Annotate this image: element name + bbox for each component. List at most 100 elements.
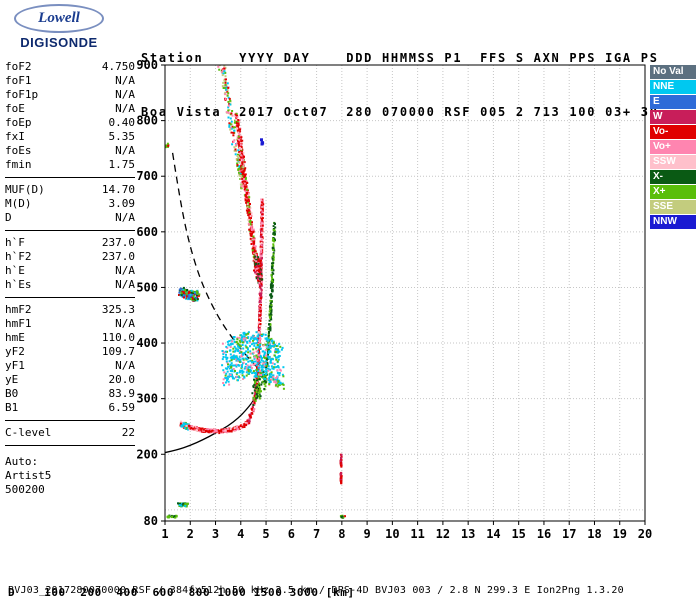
param-row-fxi: fxI 5.35 — [5, 130, 135, 144]
legend-item-vo+: Vo+ — [650, 140, 696, 154]
plot-frame — [164, 64, 646, 522]
param-label: foF1 — [5, 74, 32, 87]
param-label: yF2 — [5, 345, 25, 358]
trace-blue-echo — [260, 138, 265, 146]
station-header: Station YYYY DAY DDD HHMMSS P1 FFS S AXN… — [141, 13, 659, 157]
param-value: N/A — [115, 359, 135, 372]
param-value: 325.3 — [101, 303, 135, 316]
parameter-panel: foF2 4.750 foF1 N/A foF1p N/A foE N/A foEp 0.40 fx… — [5, 60, 135, 497]
param-label: h`F2 — [5, 250, 32, 263]
x-tick-label-1: 1 — [161, 527, 168, 541]
y-tick-label-800: 800 — [136, 114, 158, 128]
lowell-digisonde-logo: Lowell DIGISONDE — [8, 4, 110, 50]
param-row-ye: yE 20.0 — [5, 373, 135, 387]
param-value: 0.40 — [108, 116, 136, 129]
param-row-hf2: h`F2 237.0 — [5, 250, 135, 264]
param-value: 3.09 — [108, 197, 136, 210]
param-row-d: D N/A — [5, 211, 135, 225]
x-tick-label-20: 20 — [638, 527, 652, 541]
param-value: 20.0 — [108, 373, 136, 386]
legend-item-sse: SSE — [650, 200, 696, 214]
param-row-he: h`E N/A — [5, 264, 135, 278]
param-row-fof2: foF2 4.750 — [5, 60, 135, 74]
trace-second-hop-start — [178, 286, 201, 302]
logo-name: Lowell — [38, 10, 80, 26]
param-label: Artist5 — [5, 469, 52, 482]
param-label: MUF(D) — [5, 183, 45, 196]
legend-item-w: W — [650, 110, 696, 124]
y-tick-label-300: 300 — [136, 392, 158, 406]
param-value: N/A — [115, 144, 135, 157]
param-label: D — [5, 211, 12, 224]
param-label: h`F — [5, 236, 25, 249]
y-tick-label-600: 600 — [136, 225, 158, 239]
param-row-clevel: C-level 22 — [5, 426, 135, 440]
param-label: hmE — [5, 331, 25, 344]
x-tick-label-16: 16 — [537, 527, 551, 541]
param-label: M(D) — [5, 197, 32, 210]
param-row-foep: foEp 0.40 — [5, 116, 135, 130]
legend-item-x-: X- — [650, 170, 696, 184]
x-tick-label-15: 15 — [511, 527, 525, 541]
trace-es-layer — [177, 502, 189, 508]
trace-interference-b — [339, 453, 343, 468]
y-tick-label-80: 80 — [144, 514, 158, 528]
trace-x-sprinkle — [251, 369, 267, 406]
direction-legend: No Val NNE E W Vo- Vo+ SSW X- X+ SSE NNW — [650, 65, 696, 230]
param-label: h`Es — [5, 278, 32, 291]
param-label: foF2 — [5, 60, 32, 73]
x-tick-label-19: 19 — [613, 527, 627, 541]
legend-item-nnw: NNW — [650, 215, 696, 229]
trace-interference-base — [339, 514, 346, 519]
param-label: foEs — [5, 144, 32, 157]
param-row-hf: h`F 237.0 — [5, 236, 135, 250]
param-row-hme: hmE 110.0 — [5, 331, 135, 345]
param-row-fof1p: foF1p N/A — [5, 88, 135, 102]
param-label: foF1p — [5, 88, 39, 101]
param-value: 5.35 — [108, 130, 136, 143]
legend-item-x+: X+ — [650, 185, 696, 199]
param-row-b0: B0 83.9 — [5, 387, 135, 401]
trace-interference-a — [339, 471, 343, 485]
legend-item-ssw: SSW — [650, 155, 696, 169]
param-value: 4.750 — [101, 60, 135, 73]
param-value: N/A — [115, 211, 135, 224]
param-row-b1: B1 6.59 — [5, 401, 135, 415]
echo-points — [165, 65, 346, 519]
y-tick-label-200: 200 — [136, 447, 158, 461]
param-value: N/A — [115, 88, 135, 101]
x-tick-label-11: 11 — [410, 527, 424, 541]
x-tick-label-9: 9 — [363, 527, 370, 541]
station-header-columns: Station YYYY DAY DDD HHMMSS P1 FFS S AXN… — [141, 51, 659, 65]
param-row-fmin: fmin 1.75 — [5, 158, 135, 172]
param-value: 110.0 — [101, 331, 135, 344]
param-label: hmF1 — [5, 317, 32, 330]
param-row-yf1: yF1 N/A — [5, 359, 135, 373]
panel-divider — [5, 297, 135, 298]
param-row-artist5: Artist5 — [5, 469, 135, 483]
param-label: h`E — [5, 264, 25, 277]
param-row-md: M(D) 3.09 — [5, 197, 135, 211]
y-tick-label-900: 900 — [136, 58, 158, 72]
trace-bottom-left-noise — [166, 514, 178, 519]
trace-x-trace — [263, 221, 277, 385]
param-value: 83.9 — [108, 387, 136, 400]
param-row-auto: Auto: — [5, 455, 135, 469]
x-tick-label-4: 4 — [237, 527, 244, 541]
x-tick-label-8: 8 — [338, 527, 345, 541]
param-value: N/A — [115, 317, 135, 330]
param-value: 6.59 — [108, 401, 136, 414]
param-value: N/A — [115, 102, 135, 115]
param-label: 500200 — [5, 483, 45, 496]
panel-divider — [5, 420, 135, 421]
param-value: 22 — [121, 426, 135, 439]
param-label: yE — [5, 373, 19, 386]
param-value: 237.0 — [101, 250, 135, 263]
param-row-hmf1: hmF1 N/A — [5, 317, 135, 331]
param-label: foE — [5, 102, 25, 115]
x-tick-label-10: 10 — [385, 527, 399, 541]
trace-upper-band-outer — [217, 65, 247, 192]
param-label: fmin — [5, 158, 32, 171]
